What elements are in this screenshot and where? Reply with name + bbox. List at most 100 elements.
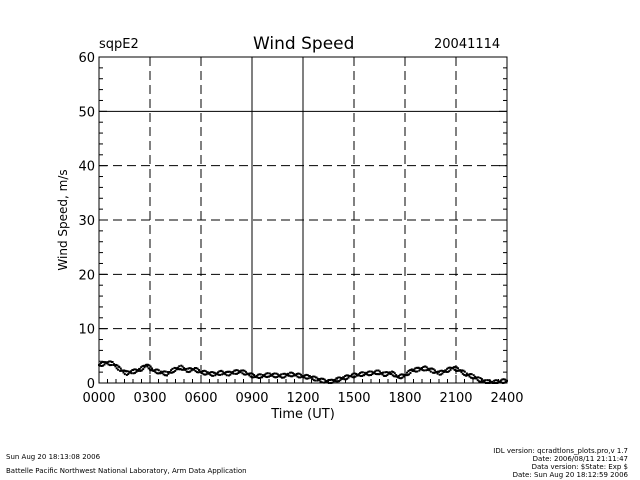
data-point xyxy=(206,371,209,374)
data-point xyxy=(306,377,309,380)
data-point xyxy=(130,372,133,375)
data-point xyxy=(446,367,449,370)
data-point xyxy=(151,367,154,370)
data-point xyxy=(344,378,347,381)
data-point xyxy=(424,365,427,368)
data-point xyxy=(208,371,211,374)
data-point xyxy=(261,376,264,379)
data-point xyxy=(100,361,103,364)
data-point xyxy=(241,372,244,375)
data-point xyxy=(365,371,368,374)
data-point xyxy=(259,373,262,376)
data-point xyxy=(413,370,416,373)
data-point xyxy=(394,375,397,378)
x-tick-label: 0600 xyxy=(184,391,217,406)
data-point xyxy=(242,373,245,376)
data-point xyxy=(314,379,317,382)
data-point xyxy=(123,369,126,372)
data-point xyxy=(106,362,109,365)
data-point xyxy=(161,372,164,375)
data-point xyxy=(190,369,193,372)
data-point xyxy=(436,372,439,375)
data-point xyxy=(126,370,129,373)
data-point xyxy=(427,368,430,371)
x-tick-label: 0300 xyxy=(133,391,166,406)
data-point xyxy=(167,372,170,375)
data-point xyxy=(469,376,472,379)
data-point xyxy=(145,363,148,366)
data-point xyxy=(178,365,181,368)
data-point xyxy=(297,372,300,375)
data-point xyxy=(283,372,286,375)
data-point xyxy=(275,372,278,375)
data-point xyxy=(129,371,132,374)
data-point xyxy=(228,370,231,373)
data-point xyxy=(251,376,253,379)
data-point xyxy=(271,374,274,377)
data-point xyxy=(217,373,220,376)
data-point xyxy=(440,369,443,372)
data-point xyxy=(392,371,395,374)
data-point xyxy=(475,377,478,380)
data-point xyxy=(410,368,413,371)
data-point xyxy=(274,376,277,379)
data-point xyxy=(263,373,266,376)
data-point xyxy=(278,374,281,377)
data-point xyxy=(391,370,394,373)
axis-labels: 0000 0300 0600 0900 1200 1500 1800 2100 2400 0 10 2… xyxy=(78,51,523,406)
data-point xyxy=(347,376,350,379)
data-point xyxy=(195,371,198,374)
data-point xyxy=(439,369,442,372)
data-point xyxy=(493,379,496,382)
data-point xyxy=(288,374,291,377)
data-point xyxy=(435,370,438,373)
data-point xyxy=(353,372,356,375)
data-point xyxy=(276,376,279,379)
data-point xyxy=(378,370,381,373)
data-point xyxy=(154,371,157,374)
data-point xyxy=(219,373,222,376)
data-point xyxy=(282,372,285,375)
data-point xyxy=(447,366,450,369)
data-point xyxy=(290,371,293,374)
data-point xyxy=(195,367,198,370)
data-point xyxy=(486,379,489,382)
data-point xyxy=(184,368,187,371)
data-point xyxy=(476,379,479,382)
data-point xyxy=(173,366,176,369)
data-point xyxy=(361,371,364,374)
data-point xyxy=(341,377,344,380)
data-point xyxy=(255,374,258,377)
data-point xyxy=(280,373,283,376)
data-point xyxy=(303,376,306,379)
data-point xyxy=(329,379,332,382)
data-point xyxy=(234,369,236,372)
data-point xyxy=(297,376,300,379)
data-point xyxy=(333,378,336,381)
data-point xyxy=(432,368,435,371)
data-point xyxy=(216,373,219,376)
data-point xyxy=(187,367,190,370)
data-point xyxy=(137,369,140,372)
data-point xyxy=(401,373,404,376)
data-point xyxy=(483,381,486,384)
data-point xyxy=(174,369,177,372)
data-point xyxy=(421,366,423,369)
data-point xyxy=(357,373,360,376)
data-point xyxy=(397,376,400,379)
data-point xyxy=(418,369,421,372)
data-point xyxy=(281,376,284,379)
data-point xyxy=(141,365,144,368)
data-point xyxy=(256,376,259,379)
data-point xyxy=(327,379,330,382)
data-point xyxy=(487,379,490,382)
data-point xyxy=(187,371,190,374)
data-point xyxy=(444,369,447,372)
data-point xyxy=(181,365,184,368)
data-point xyxy=(438,373,441,376)
data-point xyxy=(248,372,251,375)
data-point xyxy=(218,370,221,373)
y-tick-label: 40 xyxy=(78,160,95,175)
data-point xyxy=(429,370,432,373)
footer-idl-version: IDL version: qcradtlons_plots.pro,v 1.7 xyxy=(493,447,628,455)
